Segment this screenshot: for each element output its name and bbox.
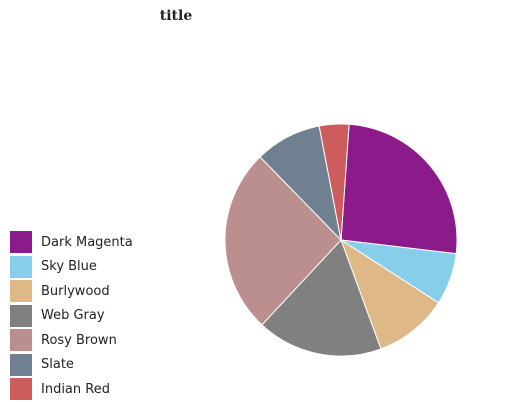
pie-slice-burlywood [340,238,440,350]
legend-label: Dark Magenta [41,234,133,250]
legend-item-dark-magenta: Dark Magenta [10,230,133,254]
legend-label: Burlywood [41,283,110,299]
legend-item-sky-blue: Sky Blue [10,255,133,279]
legend-item-burlywood: Burlywood [10,279,133,303]
pie-slice-web-gray [261,239,382,357]
legend-label: Web Gray [41,308,105,323]
legend-label: Sky Blue [41,259,97,274]
legend-swatch [10,353,32,376]
legend-swatch [10,304,32,327]
legend-swatch [10,255,32,278]
chart-title: title [159,8,193,24]
pie-slice-indian-red [318,123,350,241]
pie-slice-rosy-brown [224,156,342,326]
legend-label: Slate [41,357,74,372]
legend-item-slate: Slate [10,353,133,377]
legend-label: Rosy Brown [41,332,117,348]
legend-label: Indian Red [41,381,110,397]
legend-item-rosy-brown: Rosy Brown [10,328,133,352]
legend-swatch [10,231,32,253]
legend: Dark Magenta Sky Blue Burlywood Web Gray Ros… [10,230,133,402]
legend-item-indian-red: Indian Red [10,377,133,401]
pie-slice-dark-magenta [340,123,458,255]
pie-slices [224,123,458,357]
legend-swatch [10,378,32,400]
legend-swatch [10,280,32,302]
legend-swatch [10,329,32,351]
legend-item-web-gray: Web Gray [10,304,133,328]
